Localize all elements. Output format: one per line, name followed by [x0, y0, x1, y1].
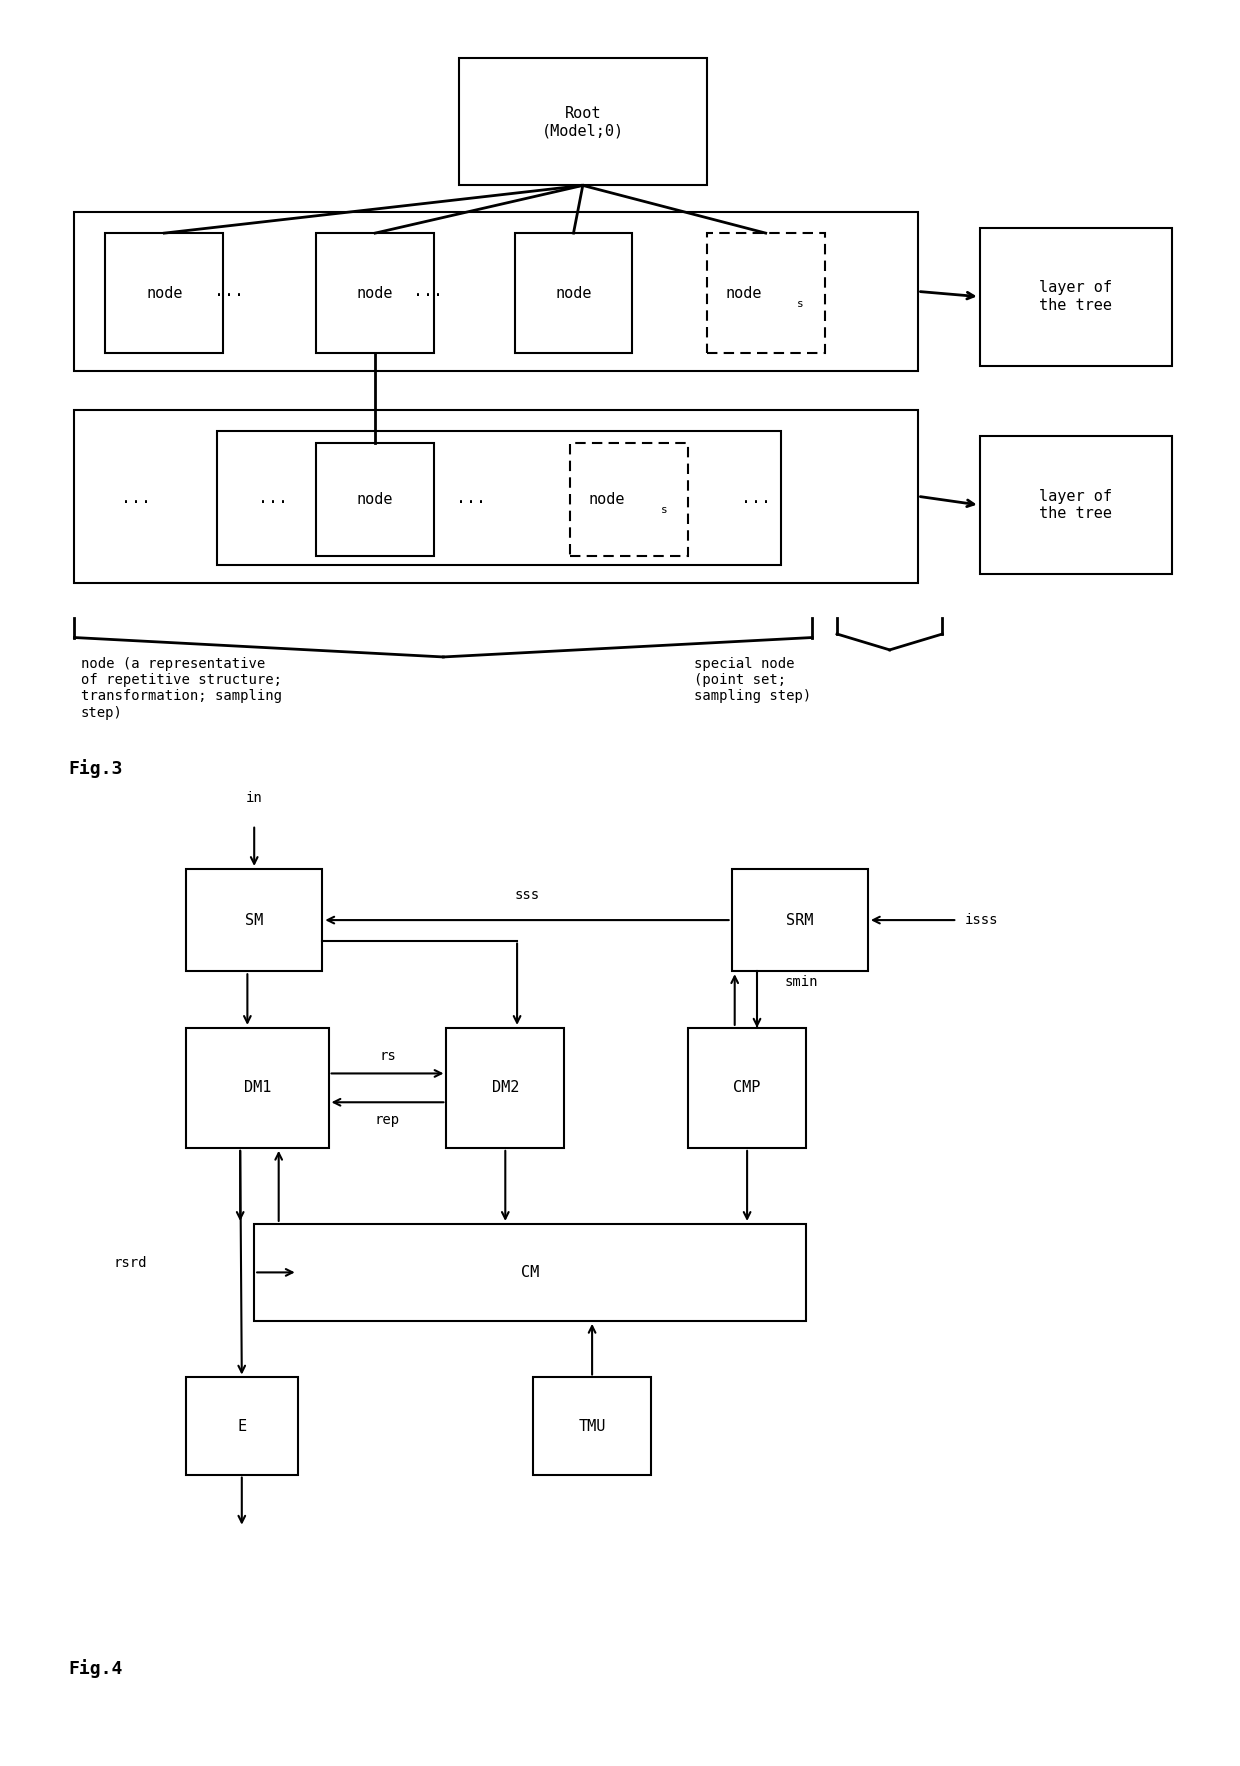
Text: isss: isss [965, 913, 998, 927]
Text: node: node [357, 286, 393, 300]
FancyBboxPatch shape [316, 233, 434, 353]
Text: layer of
the tree: layer of the tree [1039, 281, 1112, 313]
FancyBboxPatch shape [316, 443, 434, 556]
FancyBboxPatch shape [217, 431, 781, 565]
Text: ...: ... [258, 489, 288, 507]
FancyBboxPatch shape [980, 436, 1172, 574]
Text: smin: smin [785, 975, 818, 989]
Text: rsrd: rsrd [113, 1256, 148, 1270]
FancyBboxPatch shape [980, 228, 1172, 366]
FancyBboxPatch shape [186, 869, 322, 971]
FancyBboxPatch shape [707, 233, 825, 353]
Text: CM: CM [521, 1264, 539, 1280]
Text: s: s [661, 505, 667, 516]
FancyBboxPatch shape [446, 1028, 564, 1148]
Text: DM1: DM1 [243, 1081, 272, 1095]
FancyBboxPatch shape [105, 233, 223, 353]
Text: ...: ... [413, 283, 443, 300]
Text: layer of
the tree: layer of the tree [1039, 489, 1112, 521]
Text: Root
(Model;0): Root (Model;0) [542, 106, 624, 138]
Text: CMP: CMP [733, 1081, 761, 1095]
Text: special node
(point set;
sampling step): special node (point set; sampling step) [694, 657, 812, 703]
Text: node: node [589, 493, 625, 507]
FancyBboxPatch shape [254, 1224, 806, 1321]
Text: node: node [725, 286, 761, 300]
Text: Fig.3: Fig.3 [68, 759, 123, 777]
Text: ...: ... [742, 489, 771, 507]
Text: node: node [146, 286, 182, 300]
FancyBboxPatch shape [515, 233, 632, 353]
FancyBboxPatch shape [186, 1028, 329, 1148]
Text: Fig.4: Fig.4 [68, 1660, 123, 1678]
Text: SM: SM [246, 913, 263, 927]
FancyBboxPatch shape [74, 212, 918, 371]
Text: TMU: TMU [578, 1418, 606, 1434]
Text: E: E [237, 1418, 247, 1434]
Text: ...: ... [122, 489, 151, 507]
Text: SRM: SRM [786, 913, 813, 927]
FancyBboxPatch shape [688, 1028, 806, 1148]
Text: ...: ... [456, 489, 486, 507]
Text: node: node [357, 493, 393, 507]
FancyBboxPatch shape [74, 410, 918, 583]
Text: node (a representative
of repetitive structure;
transformation; sampling
step): node (a representative of repetitive str… [81, 657, 281, 719]
Text: DM2: DM2 [491, 1081, 520, 1095]
Text: rep: rep [374, 1113, 401, 1127]
Text: in: in [246, 791, 263, 805]
Text: sss: sss [515, 888, 539, 902]
Text: rs: rs [379, 1049, 396, 1063]
Text: node: node [556, 286, 591, 300]
FancyBboxPatch shape [732, 869, 868, 971]
Text: s: s [797, 298, 804, 309]
FancyBboxPatch shape [570, 443, 688, 556]
FancyBboxPatch shape [186, 1377, 298, 1475]
FancyBboxPatch shape [533, 1377, 651, 1475]
FancyBboxPatch shape [459, 58, 707, 185]
Text: ...: ... [215, 283, 244, 300]
